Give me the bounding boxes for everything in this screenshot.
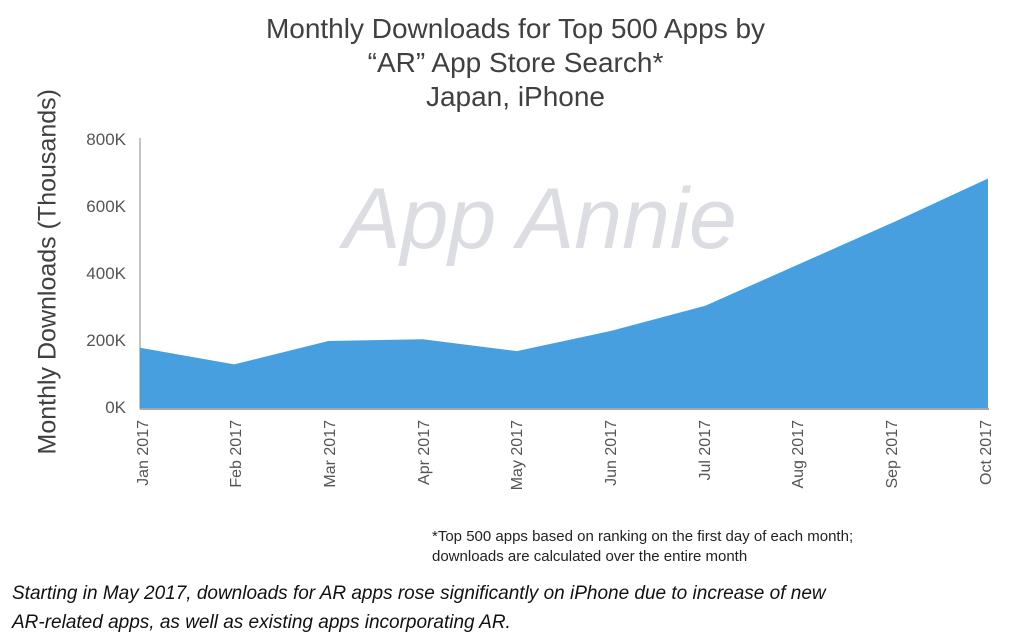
x-tick-mar: Mar 2017 bbox=[322, 420, 339, 488]
footnote: *Top 500 apps based on ranking on the fi… bbox=[432, 527, 853, 567]
x-tick-jan: Jan 2017 bbox=[135, 420, 152, 486]
y-tick-600k: 600K bbox=[86, 197, 126, 216]
chart-title-line1: Monthly Downloads for Top 500 Apps by bbox=[265, 13, 766, 44]
x-tick-feb: Feb 2017 bbox=[228, 420, 245, 488]
caption: Starting in May 2017, downloads for AR a… bbox=[12, 579, 826, 637]
y-tick-200k: 200K bbox=[86, 331, 126, 350]
caption-line2: AR-related apps, as well as existing app… bbox=[12, 612, 511, 633]
x-tick-jun: Jun 2017 bbox=[603, 420, 620, 486]
watermark: App Annie bbox=[338, 171, 737, 267]
y-tick-0k: 0K bbox=[105, 398, 126, 417]
x-tick-apr: Apr 2017 bbox=[416, 420, 433, 485]
y-tick-400k: 400K bbox=[86, 264, 126, 283]
x-tick-sep: Sep 2017 bbox=[884, 420, 901, 489]
x-tick-aug: Aug 2017 bbox=[790, 420, 807, 489]
chart-title-line2: “AR” App Store Search* bbox=[367, 47, 664, 78]
y-tick-800k: 800K bbox=[86, 130, 126, 149]
caption-line1: Starting in May 2017, downloads for AR a… bbox=[12, 583, 826, 604]
chart-title: Monthly Downloads for Top 500 Apps by “A… bbox=[0, 12, 1031, 114]
x-tick-jul: Jul 2017 bbox=[697, 420, 714, 481]
x-tick-may: May 2017 bbox=[509, 420, 526, 491]
chart-subtitle: Japan, iPhone bbox=[425, 81, 606, 112]
footnote-line1: *Top 500 apps based on ranking on the fi… bbox=[432, 528, 854, 545]
x-tick-oct: Oct 2017 bbox=[978, 420, 995, 485]
footnote-line2: downloads are calculated over the entire… bbox=[432, 548, 748, 565]
downloads-area bbox=[140, 178, 988, 408]
